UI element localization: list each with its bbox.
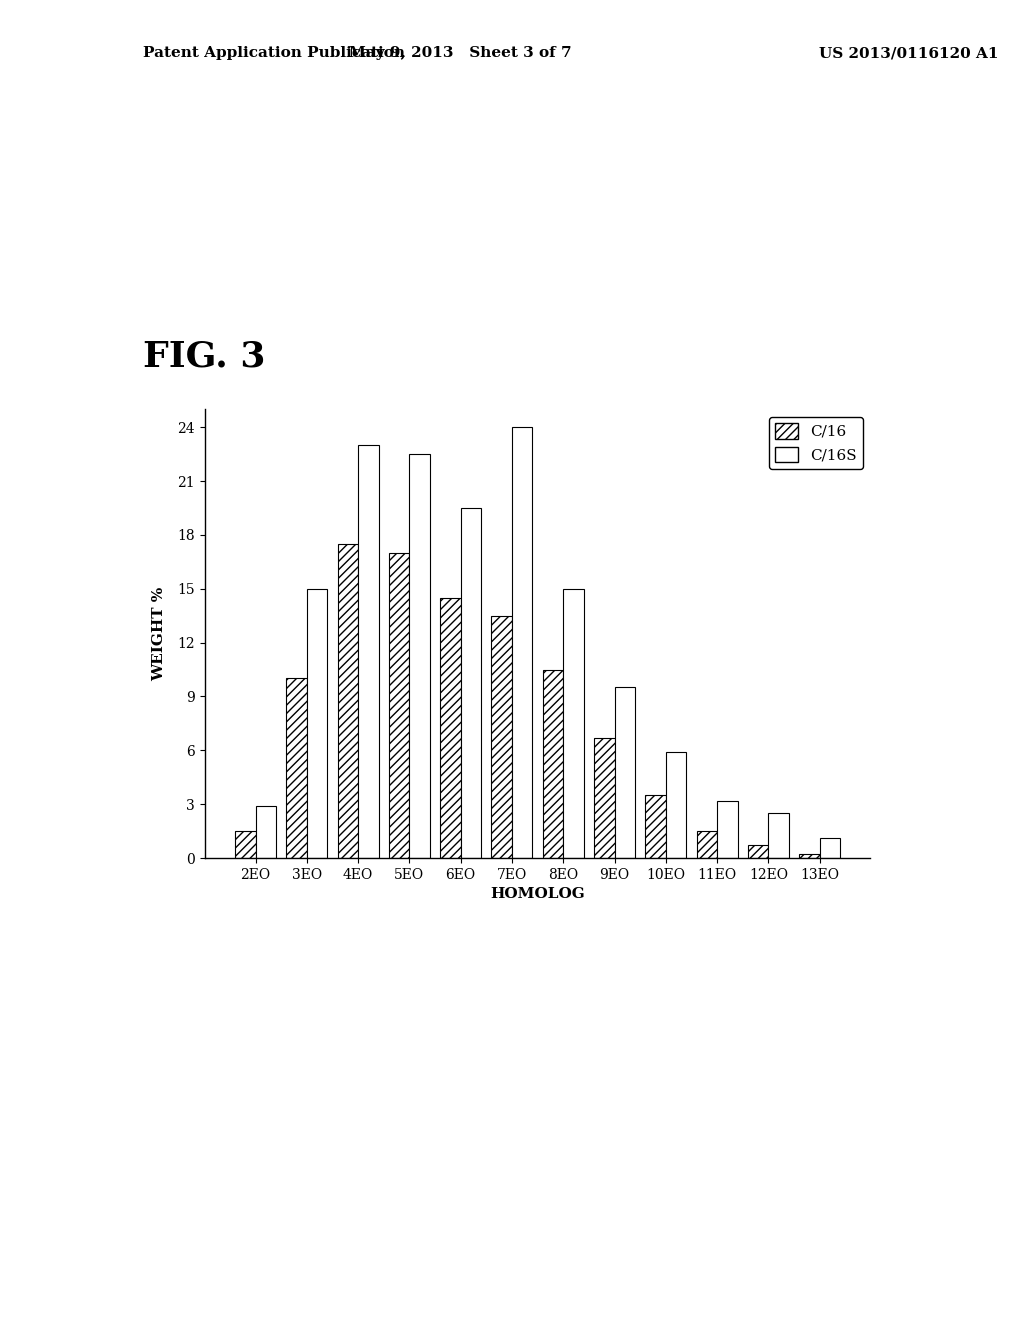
Bar bbox=[338, 544, 358, 858]
Bar bbox=[461, 508, 481, 858]
Bar bbox=[389, 553, 410, 858]
Bar bbox=[666, 752, 686, 858]
Bar bbox=[287, 678, 307, 858]
Bar bbox=[512, 428, 532, 858]
Bar bbox=[696, 832, 717, 858]
Text: US 2013/0116120 A1: US 2013/0116120 A1 bbox=[819, 46, 998, 61]
Bar bbox=[645, 795, 666, 858]
X-axis label: HOMOLOG: HOMOLOG bbox=[490, 887, 585, 902]
Text: May 9, 2013   Sheet 3 of 7: May 9, 2013 Sheet 3 of 7 bbox=[349, 46, 572, 61]
Bar bbox=[358, 445, 379, 858]
Bar bbox=[594, 738, 614, 858]
Bar bbox=[307, 589, 328, 858]
Bar bbox=[236, 832, 256, 858]
Bar bbox=[819, 838, 840, 858]
Bar bbox=[563, 589, 584, 858]
Bar bbox=[799, 854, 819, 858]
Bar bbox=[614, 688, 635, 858]
Legend: C/16, C/16S: C/16, C/16S bbox=[769, 417, 863, 469]
Text: FIG. 3: FIG. 3 bbox=[143, 339, 266, 374]
Y-axis label: WEIGHT %: WEIGHT % bbox=[153, 586, 166, 681]
Bar bbox=[440, 598, 461, 858]
Bar bbox=[768, 813, 788, 858]
Bar bbox=[748, 845, 768, 858]
Bar bbox=[543, 669, 563, 858]
Text: Patent Application Publication: Patent Application Publication bbox=[143, 46, 406, 61]
Bar bbox=[717, 800, 737, 858]
Bar bbox=[410, 454, 430, 858]
Bar bbox=[256, 807, 276, 858]
Bar bbox=[492, 615, 512, 858]
